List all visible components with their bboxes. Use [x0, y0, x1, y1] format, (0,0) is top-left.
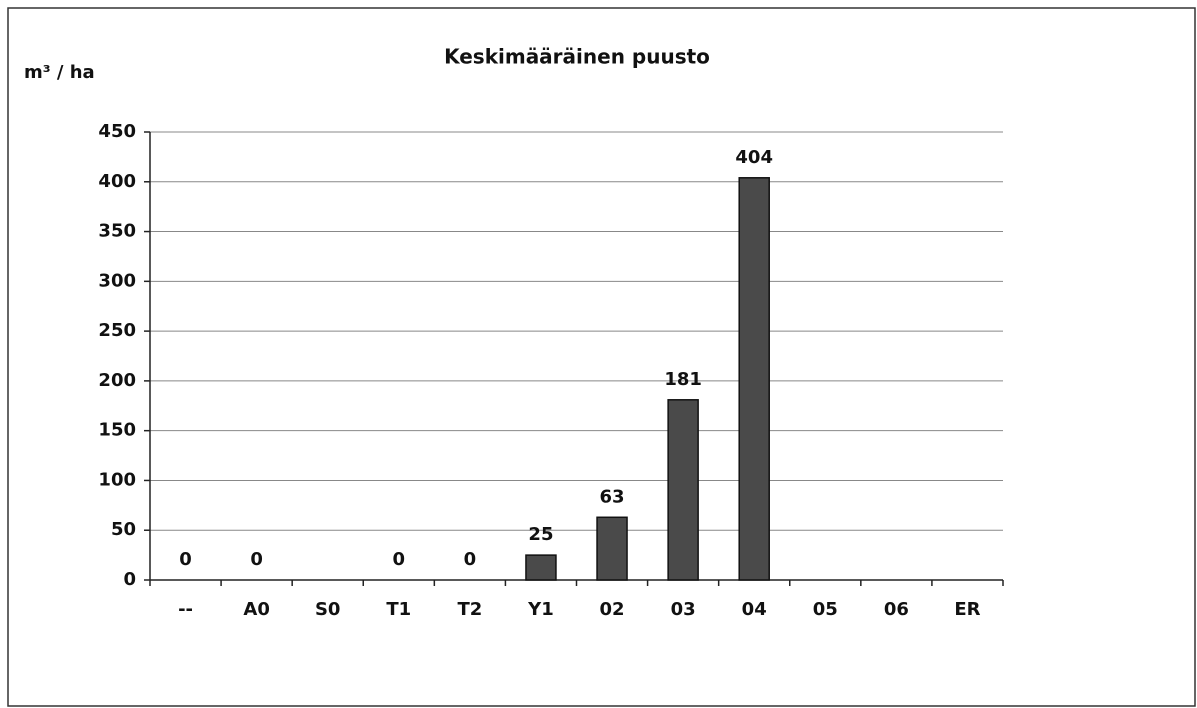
- data-label: 0: [250, 549, 263, 570]
- data-label: 25: [528, 524, 553, 545]
- chart-title: Keskimääräinen puusto: [444, 45, 710, 69]
- chart-frame: [7, 7, 1196, 707]
- y-tick-label: 100: [98, 469, 136, 490]
- bar: [667, 399, 699, 581]
- data-label: 404: [735, 147, 773, 168]
- y-axis-label: m³ / ha: [24, 62, 95, 83]
- y-tick-label: 400: [98, 171, 136, 192]
- data-label: 0: [179, 549, 192, 570]
- x-tick-label: 05: [813, 599, 838, 620]
- y-tick-label: 250: [98, 320, 136, 341]
- x-tick-label: 03: [671, 599, 696, 620]
- data-label: 181: [664, 369, 702, 390]
- bar: [525, 554, 557, 581]
- data-label: 0: [464, 549, 477, 570]
- x-tick-label: T1: [386, 599, 411, 620]
- x-tick-label: 02: [600, 599, 625, 620]
- x-tick-label: T2: [457, 599, 482, 620]
- x-tick-label: Y1: [527, 599, 554, 620]
- x-tick-label: 06: [884, 599, 909, 620]
- bar: [596, 516, 628, 581]
- y-tick-label: 150: [98, 420, 136, 441]
- x-tick-label: S0: [315, 599, 341, 620]
- y-tick-label: 350: [98, 221, 136, 242]
- data-label: 0: [393, 549, 406, 570]
- data-label: 63: [600, 486, 625, 507]
- x-tick-label: ER: [954, 599, 980, 620]
- x-tick-label: A0: [243, 599, 269, 620]
- bar: [738, 177, 770, 581]
- y-tick-label: 0: [123, 569, 136, 590]
- y-tick-label: 300: [98, 270, 136, 291]
- y-tick-label: 50: [111, 519, 136, 540]
- y-tick-label: 200: [98, 370, 136, 391]
- x-tick-label: --: [178, 599, 193, 620]
- x-tick-label: 04: [742, 599, 767, 620]
- y-tick-label: 450: [98, 121, 136, 142]
